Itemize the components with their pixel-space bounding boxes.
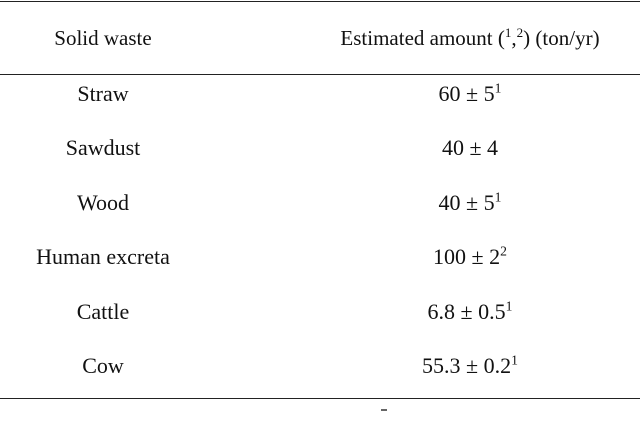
amount-ref: 1 [494, 80, 502, 96]
amount-value: 100 ± 2 [433, 244, 501, 269]
table-row: Straw 60 ± 51 [0, 70, 640, 124]
waste-cell: Human excreta [36, 244, 170, 269]
amount-value: 60 ± 5 [438, 81, 495, 106]
amount-value: 55.3 ± 0.2 [422, 353, 512, 378]
amount-value: 40 ± 4 [441, 135, 499, 160]
waste-cell: Straw [77, 81, 129, 106]
header-amount-prefix: Estimated amount ( [340, 26, 505, 50]
table-header-row: Solid waste Estimated amount (1,2) (ton/… [0, 2, 640, 74]
header-estimated-amount: Estimated amount (1,2) (ton/yr) [300, 26, 640, 51]
table-row: Cattle 6.8 ± 0.51 [0, 288, 640, 342]
waste-cell: Cow [82, 353, 124, 378]
amount-ref: 1 [505, 298, 513, 314]
amount-ref: 1 [494, 189, 502, 205]
table-bottom-rule [0, 398, 640, 399]
amount-cell: 40 ± 51 [300, 190, 640, 216]
header-ref-2: 2 [516, 25, 524, 40]
header-ref-separator: , [511, 26, 517, 50]
table-row: Wood 40 ± 51 [0, 179, 640, 233]
table-top-rule [0, 1, 640, 2]
amount-ref: 1 [511, 352, 518, 368]
header-solid-waste: Solid waste [54, 26, 152, 50]
amount-cell: 6.8 ± 0.51 [300, 299, 640, 325]
waste-cell: Sawdust [65, 135, 141, 160]
waste-cell: Cattle [76, 299, 130, 324]
amount-value: 6.8 ± 0.5 [427, 299, 506, 324]
table-header-rule [0, 74, 640, 75]
amount-ref: 2 [500, 243, 507, 259]
amount-cell: 100 ± 22 [300, 244, 640, 270]
header-amount-suffix: ) (ton/yr) [523, 26, 600, 50]
table-row: Human excreta 100 ± 22 [0, 233, 640, 287]
header-ref-1: 1 [504, 25, 512, 40]
amount-value: 40 ± 5 [438, 190, 495, 215]
amount-cell: 55.3 ± 0.21 [300, 353, 640, 379]
amount-cell: 40 ± 4 [300, 135, 640, 161]
table-row: Cow 55.3 ± 0.21 [0, 342, 640, 396]
amount-cell: 60 ± 51 [300, 81, 640, 107]
table-row: Sawdust 40 ± 4 [0, 124, 640, 178]
waste-cell: Wood [76, 190, 129, 215]
scan-artifact-mark [381, 409, 387, 411]
